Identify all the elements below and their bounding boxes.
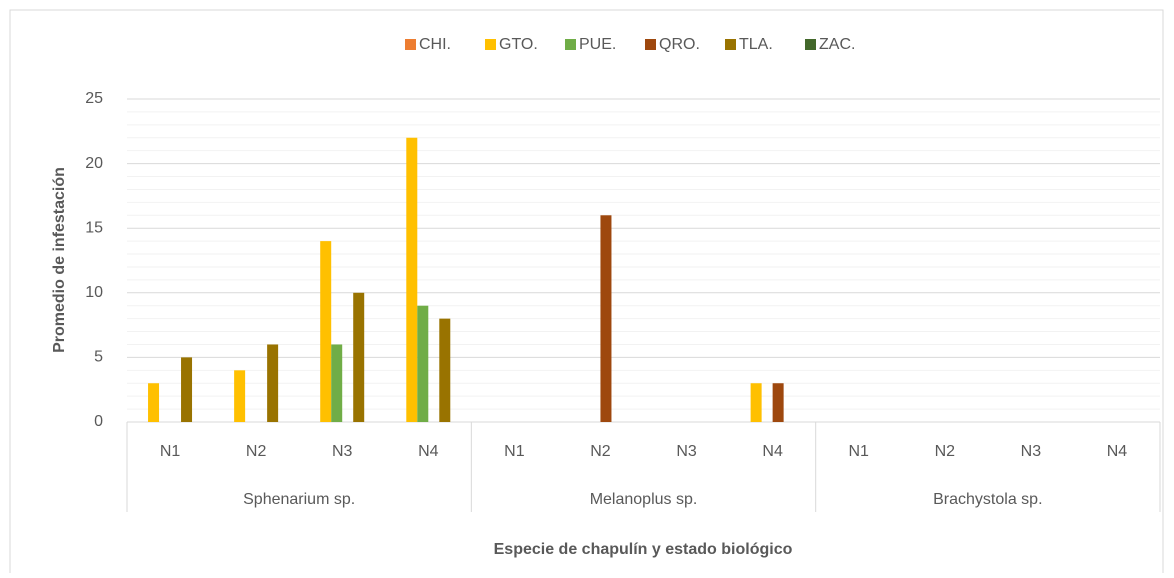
bar	[772, 383, 784, 422]
x-tick-label: N2	[590, 443, 611, 460]
bar	[750, 383, 762, 422]
x-tick-label: N2	[246, 443, 267, 460]
bar	[181, 357, 193, 422]
bar	[406, 137, 418, 422]
x-tick-label: N1	[848, 443, 869, 460]
bar	[320, 241, 332, 422]
legend-label: QRO.	[659, 36, 700, 53]
group-label: Melanoplus sp.	[590, 491, 698, 508]
y-tick-label: 0	[94, 413, 103, 430]
x-tick-label: N1	[160, 443, 181, 460]
bar	[439, 318, 451, 422]
y-tick-label: 25	[85, 90, 103, 107]
chart-border	[9, 9, 1164, 578]
legend-swatch	[645, 39, 656, 50]
bar	[417, 305, 429, 422]
bar	[353, 292, 365, 422]
bar	[600, 215, 612, 422]
y-axis-title: Promedio de infestación	[51, 167, 68, 353]
legend-label: ZAC.	[819, 36, 855, 53]
x-tick-label: N1	[504, 443, 525, 460]
y-tick-label: 5	[94, 349, 103, 366]
bar	[148, 383, 160, 422]
x-tick-label: N4	[762, 443, 783, 460]
x-tick-label: N4	[418, 443, 439, 460]
group-label: Brachystola sp.	[933, 491, 1042, 508]
bar	[234, 370, 246, 422]
y-tick-label: 15	[85, 219, 103, 236]
y-tick-label: 10	[85, 284, 103, 301]
x-tick-label: N3	[1021, 443, 1042, 460]
x-tick-label: N3	[332, 443, 353, 460]
legend-swatch	[485, 39, 496, 50]
bar	[331, 344, 343, 422]
bar	[267, 344, 279, 422]
legend-label: PUE.	[579, 36, 616, 53]
legend-label: GTO.	[499, 36, 538, 53]
x-tick-label: N4	[1107, 443, 1128, 460]
x-tick-label: N2	[935, 443, 956, 460]
group-label: Sphenarium sp.	[243, 491, 355, 508]
legend-swatch	[725, 39, 736, 50]
legend-label: TLA.	[739, 36, 773, 53]
x-axis-title: Especie de chapulín y estado biológico	[494, 541, 793, 558]
legend-swatch	[805, 39, 816, 50]
legend-swatch	[565, 39, 576, 50]
y-tick-label: 20	[85, 155, 103, 172]
legend-swatch	[405, 39, 416, 50]
x-tick-label: N3	[676, 443, 697, 460]
legend-label: CHI.	[419, 36, 451, 53]
